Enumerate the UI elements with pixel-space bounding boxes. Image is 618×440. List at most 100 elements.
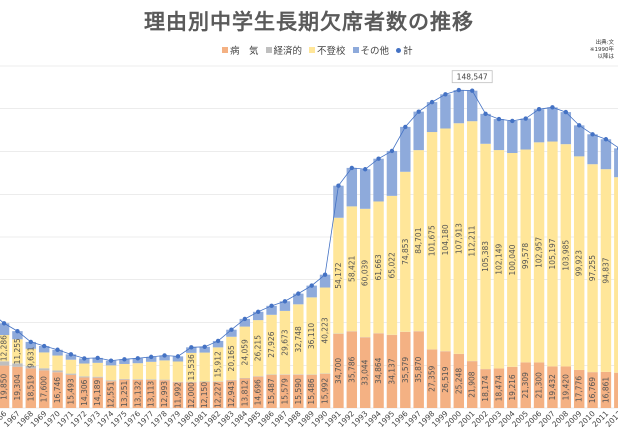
segment-value-label: 26,215 [254, 335, 263, 361]
bar-segment [92, 376, 103, 378]
bar-segment [186, 382, 197, 408]
bar-segment [159, 380, 170, 408]
bar-segment [252, 320, 264, 377]
total-marker [296, 291, 301, 296]
bar-segment [199, 382, 210, 408]
legend-label-keizaiteki: 経済的 [273, 46, 303, 57]
total-marker [108, 358, 114, 363]
total-marker [135, 356, 141, 361]
bar-segment [426, 102, 438, 133]
bar-segment [119, 359, 130, 364]
bar-segment [573, 156, 585, 370]
total-marker [389, 148, 395, 154]
segment-value-label: 13,113 [147, 381, 156, 407]
chart-title: 理由別中学生長期欠席者数の推移 [144, 10, 474, 34]
legend-label-total: 計 [403, 46, 413, 57]
segment-value-label: 102,149 [494, 244, 503, 275]
bar-segment [105, 360, 117, 366]
bar-segment [252, 376, 264, 408]
bar-segment [533, 362, 545, 408]
bar-segment [466, 90, 478, 122]
segment-value-label: 15,486 [307, 378, 316, 404]
bar-segment [212, 347, 224, 382]
legend: 病 気 経済的 不登校 その他 計 [222, 43, 413, 57]
bar-segment [92, 362, 103, 377]
total-marker [349, 165, 355, 171]
segment-value-label: 15,579 [280, 378, 289, 404]
bar-segment [507, 120, 518, 154]
total-marker [255, 309, 261, 314]
total-marker [403, 124, 408, 130]
segment-value-label: 25,248 [454, 368, 463, 394]
bar-segment [279, 310, 291, 375]
bar-segment [373, 158, 384, 202]
bar-segment [333, 333, 344, 408]
bar-segment [199, 352, 210, 382]
segment-value-label: 101,675 [428, 225, 437, 256]
legend-label-byoki: 病 気 [230, 46, 259, 57]
x-tick-label: 1966 [0, 409, 9, 429]
bar-segment [306, 374, 317, 408]
bar-segment [226, 380, 237, 408]
bar-segment [293, 304, 304, 375]
bar-segment [25, 365, 37, 369]
bar-segment [266, 314, 277, 375]
segment-value-label: 19,432 [548, 374, 557, 400]
bar-segment [306, 297, 317, 375]
bar-segment [38, 346, 50, 353]
bar-segment [480, 369, 491, 408]
bar-segment [132, 363, 144, 380]
segment-value-label: 36,110 [307, 323, 316, 349]
segment-value-label: 17,776 [575, 376, 584, 402]
total-marker [162, 353, 167, 358]
bar-segment [573, 370, 585, 408]
segment-value-label: 27,359 [428, 365, 437, 391]
bar-segment [186, 352, 197, 382]
bar-segment [159, 379, 170, 381]
bar-segment [413, 331, 424, 408]
total-marker [282, 299, 288, 304]
bar-segment [453, 90, 465, 124]
total-marker [215, 338, 221, 344]
segment-value-label: 9,631 [26, 346, 35, 368]
total-marker [469, 88, 475, 93]
x-axis: 1965196619671968196919701971197219731974… [0, 409, 618, 429]
total-marker [322, 272, 328, 277]
segment-value-label: 34,137 [387, 358, 396, 384]
bar-segment [132, 379, 144, 380]
segment-value-label: 34,864 [374, 357, 383, 383]
bar-segment [52, 349, 63, 356]
segment-value-label: 65,022 [387, 252, 396, 278]
bar-segment [493, 368, 505, 408]
segment-value-label: 61,663 [374, 254, 383, 280]
legend-label-futoko: 不登校 [317, 46, 346, 57]
bar-segment [105, 365, 117, 381]
bar-segment [453, 354, 465, 408]
bar-segment [159, 355, 170, 361]
bar-segment [79, 376, 90, 378]
segment-value-label: 12,993 [160, 381, 169, 407]
bar-segment [226, 336, 237, 380]
bar-segment [0, 365, 10, 408]
total-marker [603, 137, 609, 142]
bar-segment [453, 123, 465, 354]
segment-value-label: 33,044 [361, 359, 370, 385]
segment-value-label: 27,926 [267, 331, 276, 357]
segment-value-label: 40,223 [321, 317, 330, 343]
total-marker [15, 328, 20, 334]
segment-value-label: 32,748 [294, 326, 303, 352]
bar-segment [79, 363, 90, 377]
bar-segment [119, 363, 130, 379]
segment-value-label: 18,519 [26, 375, 35, 401]
bar-segment [373, 201, 384, 334]
bar-segment [38, 370, 50, 408]
segment-value-label: 17,600 [40, 376, 49, 402]
segment-value-label: 84,701 [414, 227, 423, 253]
bar-segment [65, 359, 77, 374]
bar-segment [466, 121, 478, 362]
bar-segment [614, 372, 618, 408]
segment-value-label: 103,985 [561, 240, 570, 271]
segment-value-label: 99,578 [521, 243, 530, 269]
bar-segment [132, 379, 144, 408]
bars [0, 90, 618, 408]
